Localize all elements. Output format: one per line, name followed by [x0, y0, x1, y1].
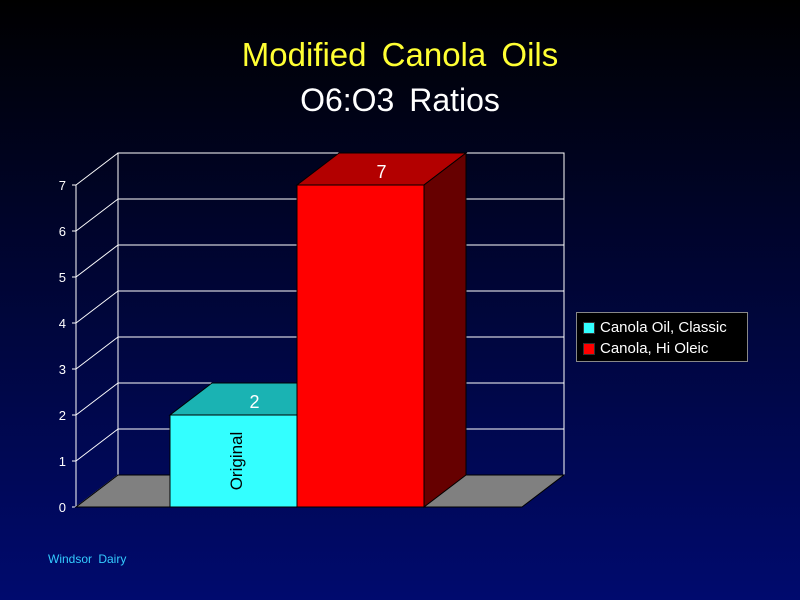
y-tick-label: 5: [59, 270, 66, 285]
footer-credit: Windsor Dairy: [48, 552, 127, 566]
side-gridline: [75, 290, 119, 324]
side-gridline: [75, 152, 119, 186]
side-gridline: [75, 336, 119, 370]
y-tick-label: 7: [59, 178, 66, 193]
legend-item-classic: Canola Oil, Classic: [583, 317, 747, 338]
bar-inner-label: Original: [227, 432, 246, 491]
chart-title: Modified Canola Oils: [241, 36, 559, 73]
side-gridline: [75, 382, 119, 416]
legend-swatch: [583, 342, 595, 355]
y-tick-label: 2: [59, 408, 66, 423]
chart-legend: Canola Oil, Classic Canola, Hi Oleic: [576, 312, 748, 362]
legend-item-hi-oleic: Canola, Hi Oleic: [583, 338, 747, 359]
y-tick-label: 1: [59, 454, 66, 469]
y-tick-label: 3: [59, 362, 66, 377]
y-tick-label: 0: [59, 500, 66, 515]
data-label: 2: [249, 392, 259, 412]
y-tick-label: 4: [59, 316, 66, 331]
bar: [296, 184, 425, 508]
side-gridline: [75, 244, 119, 278]
chart-subtitle: O6:O3 Ratios: [300, 82, 500, 118]
legend-label: Canola, Hi Oleic: [600, 340, 709, 357]
y-tick-label: 6: [59, 224, 66, 239]
bar: [169, 414, 298, 508]
data-label: 7: [376, 162, 386, 182]
legend-label: Canola Oil, Classic: [600, 319, 727, 336]
side-gridline: [75, 198, 119, 232]
legend-swatch: [583, 321, 595, 334]
bar-side: [423, 151, 467, 509]
side-gridline: [75, 428, 119, 462]
